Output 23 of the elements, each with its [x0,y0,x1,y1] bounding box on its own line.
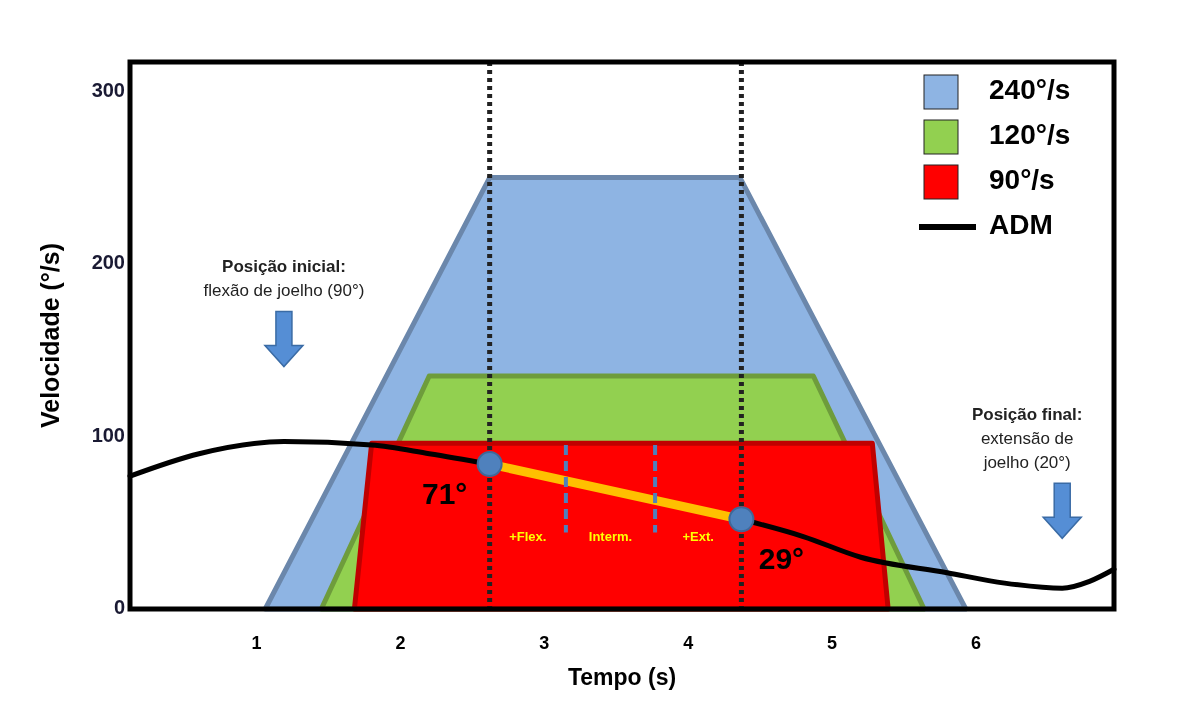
y-axis-title: Velocidade (°/s) [35,242,64,429]
legend-label: 90°/s [989,164,1055,196]
y-tick-label: 200 [91,251,125,274]
x-tick-label: 6 [970,632,981,653]
y-tick-label: 300 [91,78,125,101]
annotation: +Ext. [682,529,714,545]
y-tick-label: 0 [113,596,125,619]
annotation: Posição final: extensão de joelho (20°) [971,404,1083,472]
legend-label: 240°/s [989,74,1071,106]
x-axis-title: Tempo (s) [567,664,677,691]
annotation: 71° [421,476,468,510]
annotation: +Flex. [509,529,547,545]
y-tick-label: 100 [91,423,125,446]
x-tick-label: 3 [539,632,550,653]
annotation: Interm. [588,529,633,545]
x-tick-label: 5 [827,632,838,653]
x-tick-label: 2 [395,632,406,653]
legend-label: ADM [989,209,1053,241]
legend-label: 120°/s [989,119,1071,151]
annotation: Posição inicial: flexão de joelho (90°) [203,257,365,301]
annotation: 29° [758,542,805,576]
x-tick-label: 4 [683,632,694,653]
x-tick-label: 1 [251,632,262,653]
